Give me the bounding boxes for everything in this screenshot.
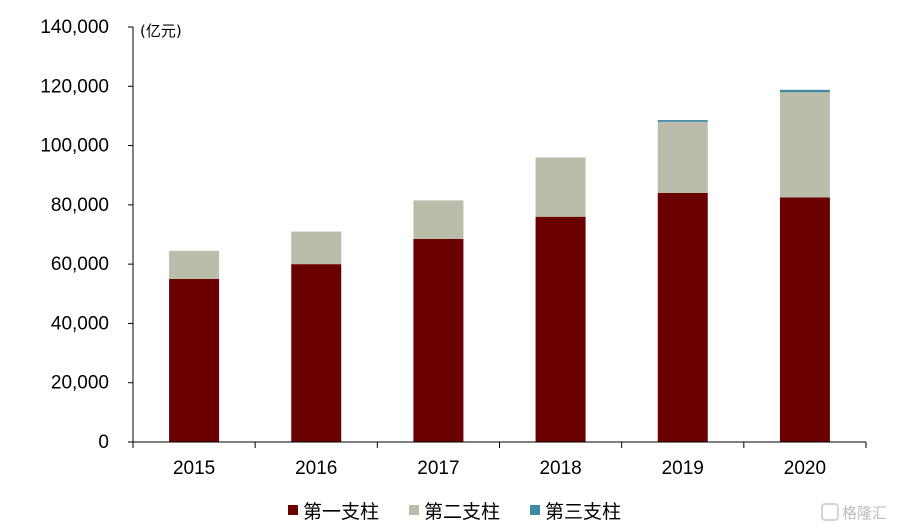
watermark-text: 格隆汇 xyxy=(842,504,887,522)
bar-segment-series-1 xyxy=(169,278,220,442)
bar-segment-series-2 xyxy=(779,92,830,198)
unit-label: (亿元) xyxy=(140,22,182,40)
bar-segment-series-2 xyxy=(291,231,342,265)
bar-segment-series-2 xyxy=(657,121,708,193)
bar-segment-series-3 xyxy=(657,120,708,122)
bar-segment-series-1 xyxy=(535,216,586,442)
y-axis: 0 20,000 40,000 60,000 80,000 100,000 120,000 1… xyxy=(40,17,134,453)
x-tick-label: 2019 xyxy=(662,458,704,479)
y-tick-label: 140,000 xyxy=(40,17,109,38)
y-tick-label: 80,000 xyxy=(51,195,109,216)
bar-segment-series-2 xyxy=(169,250,220,279)
y-tick-label: 20,000 xyxy=(51,373,109,394)
legend-swatch xyxy=(288,505,298,515)
bars xyxy=(169,89,830,442)
legend: 第一支柱 第二支柱 第三支柱 xyxy=(288,501,621,523)
bar-segment-series-2 xyxy=(535,157,586,217)
bar-segment-series-3 xyxy=(779,89,830,93)
bar-segment-series-2 xyxy=(413,200,464,239)
x-tick-label: 2020 xyxy=(784,458,826,479)
g-logo-icon xyxy=(821,503,839,521)
y-tick-label: 0 xyxy=(98,432,109,453)
x-tick-label: 2015 xyxy=(173,458,215,479)
bar-segment-series-1 xyxy=(779,197,830,442)
legend-swatch xyxy=(530,505,540,515)
legend-label: 第三支柱 xyxy=(545,501,621,523)
x-tick-label: 2018 xyxy=(539,458,581,479)
bar-segment-series-1 xyxy=(657,193,708,442)
y-tick-label: 120,000 xyxy=(40,76,109,97)
x-axis: 2015 2016 2017 2018 2019 2020 xyxy=(132,441,867,479)
bar-segment-series-1 xyxy=(291,264,342,442)
legend-swatch xyxy=(409,505,419,515)
x-tick-label: 2016 xyxy=(295,458,337,479)
bar-segment-series-1 xyxy=(413,238,464,442)
y-tick-label: 100,000 xyxy=(40,136,109,157)
watermark: 格隆汇 xyxy=(821,503,887,522)
y-tick-label: 40,000 xyxy=(51,313,109,334)
legend-label: 第二支柱 xyxy=(424,501,500,523)
x-tick-label: 2017 xyxy=(417,458,459,479)
y-tick-label: 60,000 xyxy=(51,254,109,275)
legend-label: 第一支柱 xyxy=(303,501,379,523)
